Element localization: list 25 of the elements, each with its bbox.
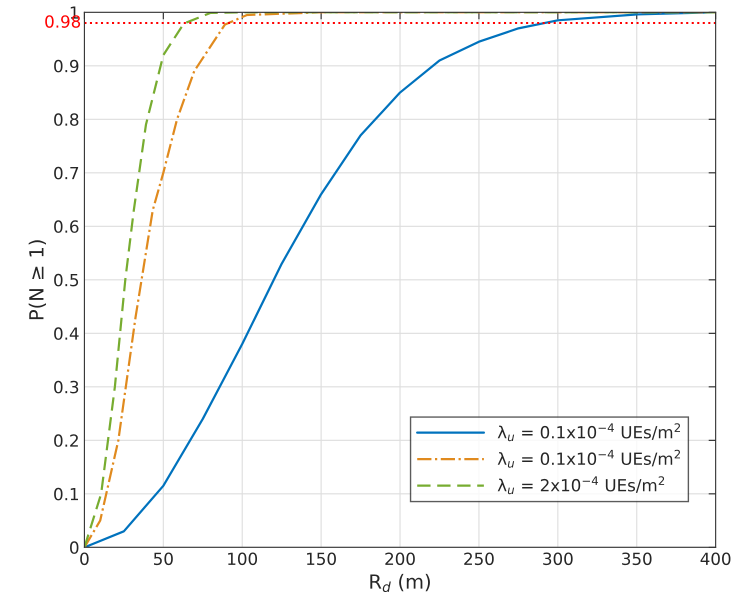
legend-label: λ$_{u}$ = 0.1x10$^{−4}$ UEs/m$^{2}$ xyxy=(498,450,680,468)
x-tick-label: 250 xyxy=(464,552,494,566)
y-tick-label: 0.7 xyxy=(54,166,78,180)
legend-label: λ$_{u}$ = 2x10$^{−4}$ UEs/m$^{2}$ xyxy=(498,476,664,494)
y-tick-label: 0.3 xyxy=(54,380,78,394)
x-tick-label: 0 xyxy=(80,552,89,566)
x-tick-label: 100 xyxy=(228,552,258,566)
y-tick-label: 0.5 xyxy=(54,274,78,286)
y-tick-label: 0.1 xyxy=(54,488,78,500)
line-series xyxy=(84,12,716,548)
x-tick-label: 200 xyxy=(385,552,415,566)
y-axis-title: P(N ≥ 1) xyxy=(28,240,46,320)
x-tick-label: 300 xyxy=(543,552,573,566)
y-tick-label: 0.6 xyxy=(54,220,78,233)
x-tick-label: 50 xyxy=(154,552,173,566)
y-tick-label: 0.2 xyxy=(54,434,78,447)
y-tick-label: 0.9 xyxy=(54,60,78,72)
x-tick-label: 400 xyxy=(700,552,730,566)
y-tick-label: 0 xyxy=(70,541,78,554)
x-tick-label: 150 xyxy=(307,552,336,566)
x-axis-title: R$_{d}$ (m) xyxy=(370,574,430,592)
legend-label: λ$_{u}$ = 0.1x10$^{−4}$ UEs/m$^{2}$ xyxy=(498,423,680,442)
x-tick-label: 350 xyxy=(622,552,652,566)
y-tick-label: 0.8 xyxy=(54,113,78,126)
y-tick-label: 0.4 xyxy=(54,327,79,340)
